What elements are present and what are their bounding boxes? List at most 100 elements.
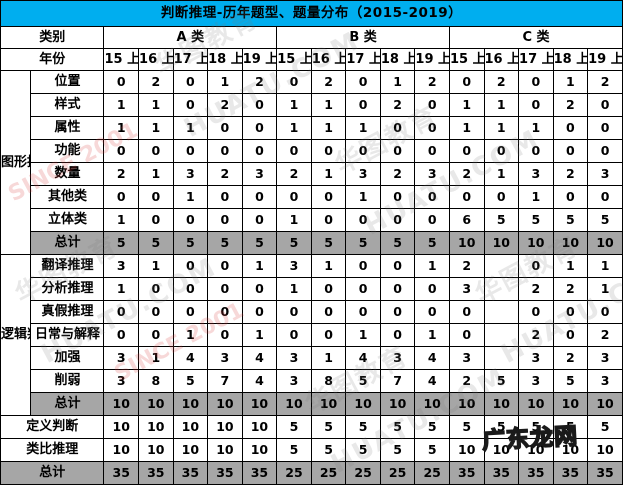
data-cell: 0 — [310, 208, 347, 232]
data-cell: 10 — [207, 415, 243, 439]
data-cell: 0 — [241, 277, 278, 301]
data-cell: 10 — [414, 392, 450, 416]
header-row-year: 年份 15 上 16 上 17 上 18 上 19 上 15 上 16 上 17 上 18 上 19… — [0, 48, 623, 71]
data-cell: 35 — [448, 461, 485, 485]
data-cell: 0 — [103, 323, 140, 347]
data-cell: 10 — [276, 392, 312, 416]
data-cell: 10 — [448, 231, 485, 255]
data-cell: 5 — [345, 369, 381, 393]
data-cell: 0 — [207, 277, 243, 301]
data-cell: 0 — [345, 208, 381, 232]
header-year-a-0: 15 上 — [103, 48, 140, 71]
data-cell: 10 — [552, 438, 589, 462]
data-cell: 0 — [587, 185, 623, 209]
data-cell: 0 — [587, 300, 623, 324]
table-row: 样式 1 1 0 2 0 1 1 0 2 0 1 1 0 2 0 — [1, 93, 623, 117]
data-cell: 5 — [172, 231, 209, 255]
data-cell: 10 — [103, 438, 140, 462]
data-cell: 1 — [483, 162, 520, 186]
grand-total-row: 总计 35 35 35 35 35 25 25 25 25 25 35 35 35 35 35 — [0, 461, 623, 485]
data-cell: 0 — [207, 185, 243, 209]
data-cell: 0 — [448, 323, 485, 347]
header-year-a-3: 18 上 — [207, 48, 243, 71]
data-cell: 2 — [448, 369, 485, 393]
header-year-b-3: 18 上 — [379, 48, 416, 71]
data-cell: 5 — [552, 208, 589, 232]
data-cell: 2 — [207, 93, 243, 117]
data-cell: 0 — [241, 93, 278, 117]
header-class-b: B 类 — [276, 26, 450, 49]
data-cell: 0 — [552, 116, 589, 140]
row-label: 类比推理 — [0, 438, 105, 462]
title-row: 判断推理-历年题型、题量分布（2015-2019） — [0, 0, 623, 27]
data-cell: 2 — [518, 277, 554, 301]
data-cell: 1 — [138, 116, 174, 140]
data-cell: 1 — [310, 254, 347, 278]
data-cell: 2 — [103, 162, 140, 186]
data-cell: 10 — [172, 438, 209, 462]
data-cell: 10 — [552, 231, 589, 255]
data-cell: 5 — [172, 369, 209, 393]
data-cell: 10 — [241, 438, 278, 462]
data-cell: 3 — [518, 369, 554, 393]
data-cell: 4 — [241, 369, 278, 393]
header-year: 年份 — [0, 48, 105, 71]
table-row: 其他类 0 0 1 0 0 0 0 1 0 0 0 0 1 0 0 — [1, 185, 623, 209]
data-cell: 35 — [172, 461, 209, 485]
data-cell: 0 — [448, 70, 485, 94]
data-cell: 0 — [310, 323, 347, 347]
data-cell: 0 — [379, 323, 416, 347]
row-label: 总计 — [30, 392, 105, 416]
table-row: 数量 2 1 3 2 3 2 1 3 2 3 2 1 3 2 3 — [1, 162, 623, 186]
row-label: 加强 — [30, 346, 105, 370]
header-year-b-4: 19 上 — [414, 48, 450, 71]
data-cell: 0 — [414, 93, 450, 117]
data-cell: 2 — [552, 346, 589, 370]
data-cell: 4 — [172, 346, 209, 370]
header-year-a-2: 17 上 — [172, 48, 209, 71]
data-cell: 5 — [241, 231, 278, 255]
data-cell: 0 — [587, 116, 623, 140]
data-cell-empty — [483, 346, 520, 370]
data-cell-empty — [483, 254, 520, 278]
data-cell: 0 — [207, 208, 243, 232]
data-cell: 1 — [172, 185, 209, 209]
data-cell: 3 — [276, 346, 312, 370]
row-label: 其他类 — [30, 185, 105, 209]
data-cell: 3 — [587, 369, 623, 393]
data-cell: 0 — [207, 116, 243, 140]
header-year-c-0: 15 上 — [448, 48, 485, 71]
data-cell: 0 — [379, 116, 416, 140]
data-cell: 35 — [518, 461, 554, 485]
data-cell: 1 — [310, 346, 347, 370]
data-cell: 10 — [483, 231, 520, 255]
data-cell: 5 — [587, 208, 623, 232]
data-cell: 1 — [345, 185, 381, 209]
data-cell: 8 — [138, 369, 174, 393]
data-cell: 10 — [241, 415, 278, 439]
data-cell: 0 — [103, 300, 140, 324]
header-year-b-0: 15 上 — [276, 48, 312, 71]
data-cell: 0 — [379, 185, 416, 209]
data-cell: 0 — [518, 254, 554, 278]
data-cell: 0 — [103, 185, 140, 209]
data-cell: 0 — [552, 323, 589, 347]
row-label: 总计 — [0, 461, 105, 485]
data-cell: 0 — [483, 185, 520, 209]
data-cell: 5 — [518, 208, 554, 232]
table-row: 日常与解释 0 0 1 0 1 0 0 1 0 1 0 2 0 2 — [1, 323, 623, 347]
data-cell: 10 — [448, 438, 485, 462]
data-cell: 3 — [172, 162, 209, 186]
data-cell: 1 — [414, 323, 450, 347]
table-row: 真假推理 0 0 0 0 0 0 0 0 0 0 0 0 0 0 — [1, 300, 623, 324]
data-cell: 35 — [138, 461, 174, 485]
data-cell: 10 — [379, 392, 416, 416]
data-cell: 0 — [518, 139, 554, 163]
data-cell: 0 — [414, 139, 450, 163]
data-cell: 10 — [483, 392, 520, 416]
data-cell: 10 — [172, 392, 209, 416]
data-cell: 10 — [587, 438, 623, 462]
data-cell: 1 — [276, 277, 312, 301]
table-row: 逻辑判断翻译推理31001310012011 — [0, 254, 623, 416]
